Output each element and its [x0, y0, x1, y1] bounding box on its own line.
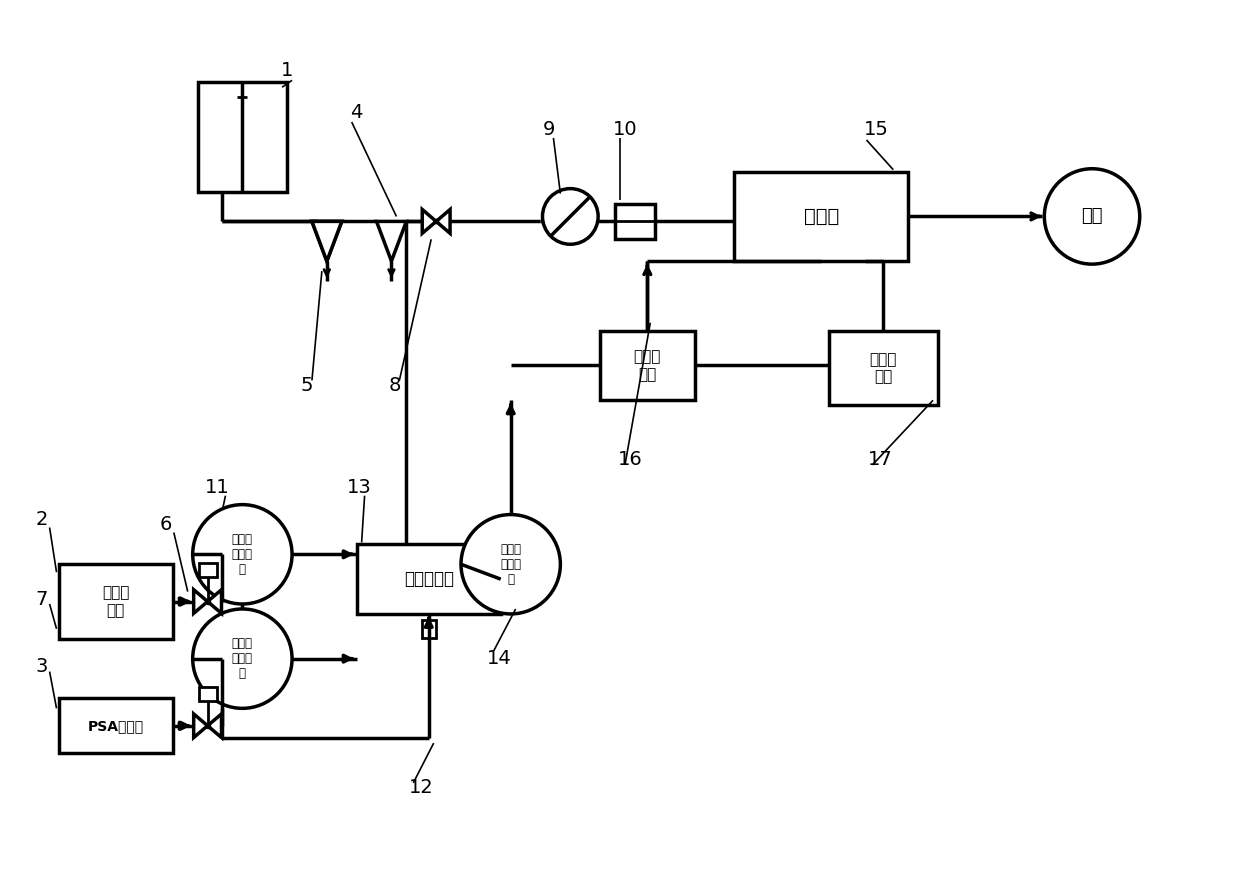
- Bar: [58, 699, 172, 753]
- Circle shape: [1044, 169, 1140, 264]
- Bar: [422, 620, 435, 638]
- Circle shape: [461, 514, 560, 614]
- Text: 2: 2: [36, 510, 48, 529]
- Text: 17: 17: [868, 450, 893, 469]
- Bar: [58, 564, 172, 639]
- Text: 空气压
缩机: 空气压 缩机: [102, 586, 129, 618]
- Polygon shape: [207, 590, 222, 613]
- Text: 高压增
压机: 高压增 压机: [634, 349, 661, 382]
- Text: 8: 8: [388, 376, 401, 395]
- Bar: [615, 204, 655, 239]
- Bar: [734, 172, 908, 261]
- Bar: [198, 687, 217, 701]
- Circle shape: [192, 609, 293, 708]
- Bar: [357, 545, 501, 614]
- Polygon shape: [193, 714, 207, 738]
- Bar: [198, 562, 217, 577]
- Text: 11: 11: [205, 478, 229, 498]
- Text: 13: 13: [347, 478, 372, 498]
- Text: PSA制氪机: PSA制氪机: [88, 719, 144, 732]
- Bar: [600, 331, 694, 400]
- Text: 井口: 井口: [1081, 207, 1102, 225]
- Polygon shape: [436, 209, 450, 233]
- Text: 燃烧器: 燃烧器: [804, 207, 839, 226]
- Text: 水供给
系统: 水供给 系统: [869, 352, 897, 384]
- Bar: [828, 331, 937, 405]
- Text: 12: 12: [409, 779, 434, 797]
- Text: 9: 9: [542, 120, 554, 140]
- Bar: [197, 82, 288, 191]
- Text: 5: 5: [301, 376, 314, 395]
- Text: 氧气浓
度检测
乺: 氧气浓 度检测 乺: [500, 543, 521, 586]
- Text: 16: 16: [618, 450, 642, 469]
- Text: 15: 15: [864, 120, 889, 140]
- Text: 1: 1: [281, 61, 294, 80]
- Polygon shape: [423, 209, 436, 233]
- Polygon shape: [207, 714, 222, 738]
- Text: 6: 6: [160, 515, 172, 534]
- Circle shape: [192, 505, 293, 604]
- Polygon shape: [312, 222, 342, 261]
- Polygon shape: [312, 222, 342, 261]
- Text: 氧气流
量监测
乺: 氧气流 量监测 乺: [232, 637, 253, 680]
- Text: 气体混合器: 气体混合器: [404, 570, 454, 588]
- Text: 4: 4: [351, 102, 363, 122]
- Text: 10: 10: [613, 120, 637, 140]
- Text: 3: 3: [36, 657, 48, 676]
- Polygon shape: [193, 590, 207, 613]
- Text: 7: 7: [36, 589, 48, 609]
- Text: 14: 14: [486, 649, 511, 668]
- Polygon shape: [377, 222, 407, 261]
- Circle shape: [542, 189, 598, 244]
- Text: 空气流
量监测
乺: 空气流 量监测 乺: [232, 533, 253, 576]
